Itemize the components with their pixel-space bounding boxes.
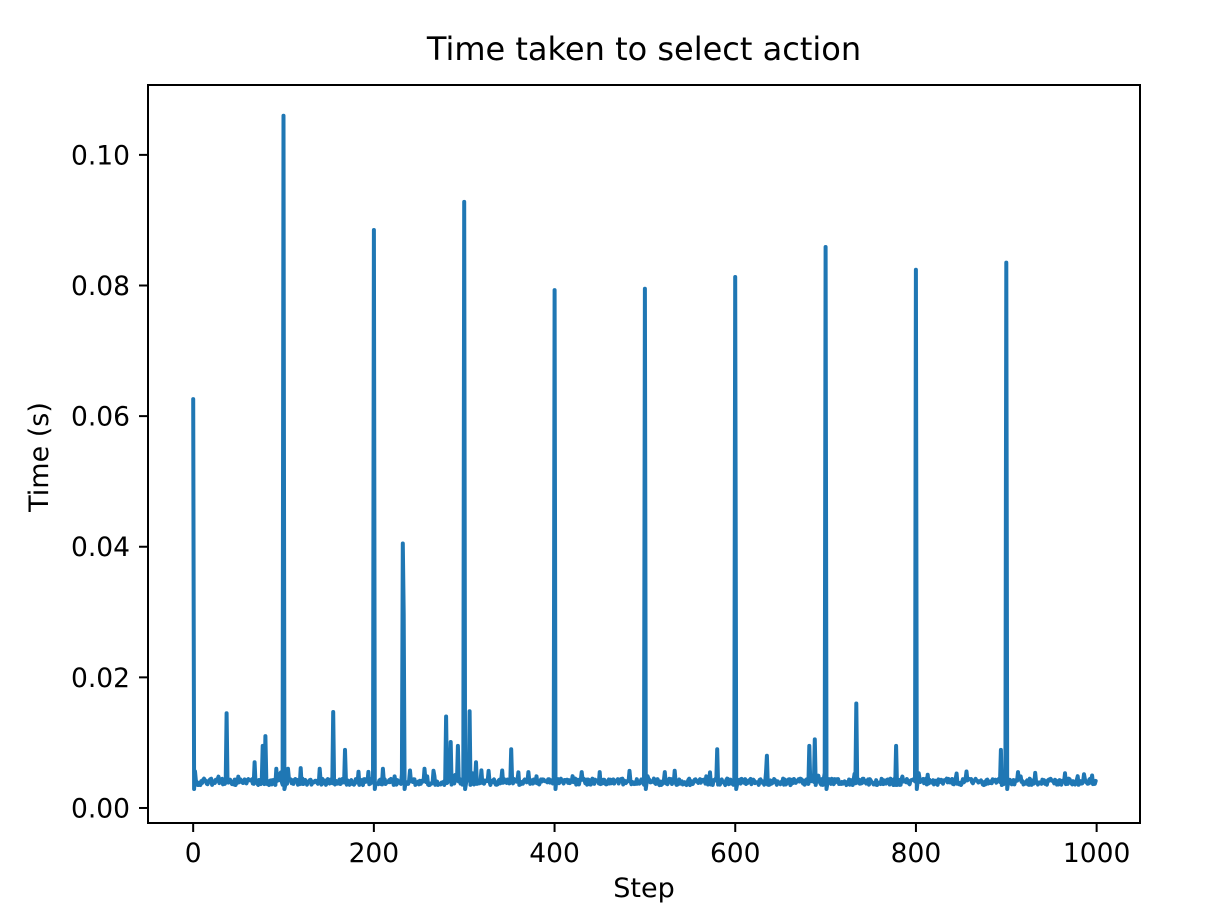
data-line-series <box>191 113 1098 791</box>
plot-border <box>147 84 1141 824</box>
x-axis-tick-label: 800 <box>891 838 942 869</box>
y-axis-label: Time (s) <box>24 402 55 513</box>
y-axis-tick-label: 0.00 <box>71 793 130 824</box>
axis-ticks: 0 200 400 600 800 1000 0.00 0.02 0.04 0.06 0.08 0.1… <box>71 140 1130 869</box>
chart-title: Time taken to select action <box>426 30 861 68</box>
x-axis-tick-label: 600 <box>710 838 761 869</box>
x-axis-label: Step <box>613 873 674 904</box>
y-axis-tick-label: 0.08 <box>71 271 130 302</box>
x-axis-tick-label: 1000 <box>1063 838 1130 869</box>
y-axis-tick-label: 0.04 <box>71 532 130 563</box>
y-axis-tick-label: 0.02 <box>71 663 130 694</box>
y-axis-tick-label: 0.06 <box>71 402 130 433</box>
x-axis-tick-label: 0 <box>185 838 202 869</box>
y-axis-tick-label: 0.10 <box>71 140 130 171</box>
x-axis-tick-label: 200 <box>349 838 400 869</box>
x-axis-tick-label: 400 <box>529 838 580 869</box>
